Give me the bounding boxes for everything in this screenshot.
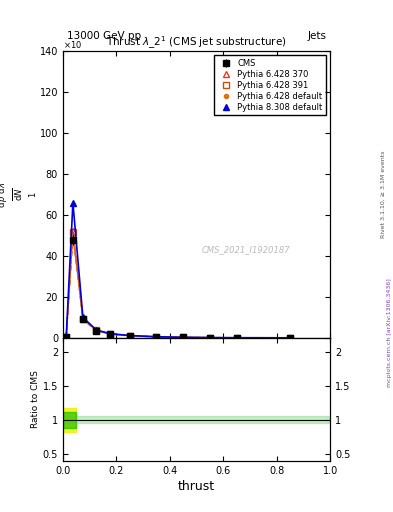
Pythia 8.308 default — [71, 200, 75, 206]
Y-axis label: $\mathrm{d}^2N$
$\mathrm{d}\,p\;\mathrm{d}\,\lambda$
$\overline{\mathrm{d}N}$
$1: $\mathrm{d}^2N$ $\mathrm{d}\,p\;\mathrm{… — [0, 181, 38, 208]
Pythia 8.308 default — [127, 332, 132, 338]
Pythia 6.428 370 — [154, 334, 159, 340]
Pythia 6.428 391 — [234, 335, 239, 341]
Pythia 6.428 370 — [94, 327, 99, 333]
Pythia 8.308 default — [107, 331, 112, 337]
Line: Pythia 6.428 391: Pythia 6.428 391 — [63, 230, 293, 340]
Pythia 8.308 default — [154, 334, 159, 340]
Pythia 6.428 391 — [81, 316, 85, 322]
Pythia 6.428 391 — [127, 333, 132, 339]
Pythia 6.428 370 — [107, 331, 112, 337]
Pythia 6.428 default — [94, 328, 99, 334]
Pythia 6.428 370 — [81, 315, 85, 322]
Pythia 6.428 391 — [288, 335, 292, 341]
Pythia 6.428 default — [127, 333, 132, 339]
Pythia 8.308 default — [234, 335, 239, 341]
Pythia 6.428 default — [81, 316, 85, 323]
Text: $\times 10$: $\times 10$ — [63, 39, 82, 50]
Text: Jets: Jets — [307, 31, 326, 41]
Text: 13000 GeV pp: 13000 GeV pp — [67, 31, 141, 41]
Pythia 6.428 370 — [64, 334, 69, 340]
X-axis label: thrust: thrust — [178, 480, 215, 493]
Pythia 6.428 default — [181, 334, 185, 340]
Legend: CMS, Pythia 6.428 370, Pythia 6.428 391, Pythia 6.428 default, Pythia 8.308 defa: CMS, Pythia 6.428 370, Pythia 6.428 391,… — [214, 55, 326, 115]
Pythia 8.308 default — [181, 334, 185, 340]
Pythia 6.428 370 — [208, 334, 212, 340]
Pythia 6.428 370 — [234, 335, 239, 341]
Line: Pythia 6.428 default: Pythia 6.428 default — [64, 233, 292, 340]
Line: Pythia 8.308 default: Pythia 8.308 default — [63, 200, 293, 340]
Pythia 6.428 default — [208, 334, 212, 340]
Pythia 8.308 default — [64, 334, 69, 340]
Pythia 6.428 370 — [71, 228, 75, 234]
Pythia 6.428 391 — [181, 334, 185, 340]
Pythia 6.428 391 — [154, 334, 159, 340]
Pythia 6.428 default — [64, 334, 69, 340]
Pythia 6.428 391 — [107, 331, 112, 337]
Pythia 6.428 default — [107, 331, 112, 337]
Pythia 6.428 default — [154, 334, 159, 340]
Pythia 6.428 370 — [288, 335, 292, 341]
Pythia 6.428 default — [71, 232, 75, 239]
Text: CMS_2021_I1920187: CMS_2021_I1920187 — [202, 245, 290, 254]
Pythia 8.308 default — [94, 327, 99, 333]
Text: mcplots.cern.ch [arXiv:1306.3436]: mcplots.cern.ch [arXiv:1306.3436] — [387, 279, 391, 387]
Pythia 6.428 391 — [71, 229, 75, 236]
Pythia 8.308 default — [81, 314, 85, 321]
Y-axis label: Ratio to CMS: Ratio to CMS — [31, 370, 40, 429]
Title: Thrust $\lambda\_2^1$ (CMS jet substructure): Thrust $\lambda\_2^1$ (CMS jet substruct… — [106, 35, 287, 51]
Pythia 6.428 391 — [64, 334, 69, 340]
Line: Pythia 6.428 370: Pythia 6.428 370 — [63, 229, 293, 340]
Pythia 8.308 default — [288, 335, 292, 341]
Pythia 6.428 default — [288, 335, 292, 341]
Pythia 6.428 370 — [181, 334, 185, 340]
Pythia 6.428 default — [234, 335, 239, 341]
Text: Rivet 3.1.10, ≥ 3.1M events: Rivet 3.1.10, ≥ 3.1M events — [381, 151, 386, 238]
Pythia 6.428 391 — [208, 334, 212, 340]
Pythia 6.428 391 — [94, 327, 99, 333]
Pythia 8.308 default — [208, 334, 212, 340]
Pythia 6.428 370 — [127, 333, 132, 339]
